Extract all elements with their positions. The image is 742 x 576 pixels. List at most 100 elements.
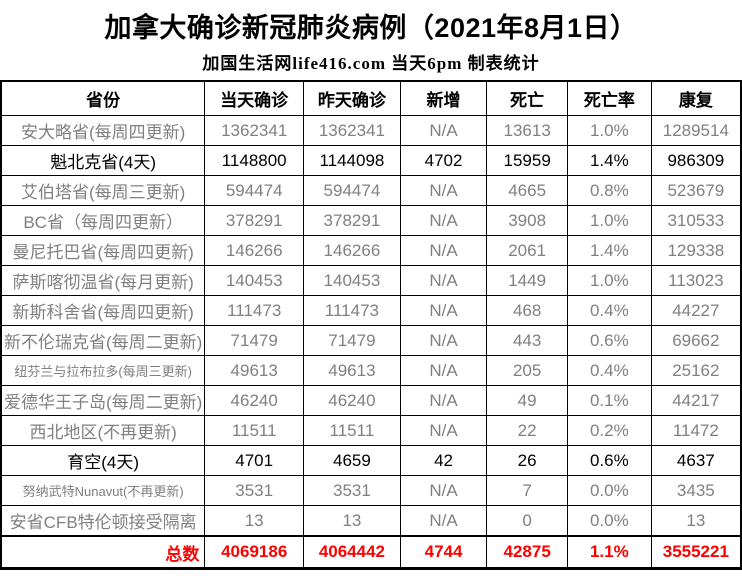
value-cell: 11472 bbox=[650, 415, 742, 446]
value-cell: 468 bbox=[486, 295, 568, 326]
value-cell: 1289514 bbox=[650, 115, 742, 146]
value-cell: 1.4% bbox=[566, 235, 652, 266]
value-cell: 146266 bbox=[204, 235, 305, 266]
value-cell: 3531 bbox=[204, 475, 305, 506]
value-cell: 0.8% bbox=[566, 175, 652, 206]
value-cell: N/A bbox=[399, 355, 488, 386]
value-cell: 13 bbox=[204, 505, 305, 537]
value-cell: 0.6% bbox=[566, 325, 652, 356]
value-cell: 111473 bbox=[204, 295, 305, 326]
province-cell: 爱德华王子岛(每周二更新) bbox=[0, 385, 206, 416]
table-row: 新斯科舍省(每周四更新) 111473 111473 N/A 468 0.4% 44227 bbox=[0, 295, 742, 326]
value-cell: 15959 bbox=[486, 145, 568, 176]
value-cell: 7 bbox=[486, 475, 568, 506]
value-cell: 2061 bbox=[486, 235, 568, 266]
value-cell: N/A bbox=[399, 235, 488, 266]
value-cell: 1144098 bbox=[303, 145, 401, 176]
value-cell: 1.0% bbox=[566, 115, 652, 146]
value-cell: 46240 bbox=[204, 385, 305, 416]
table-row: 纽芬兰与拉布拉多(每周三更新) 49613 49613 N/A 205 0.4% 25162 bbox=[0, 355, 742, 386]
table-row: 安省CFB特伦顿接受隔离 13 13 N/A 0 0.0% 13 bbox=[0, 505, 742, 537]
value-cell: 22 bbox=[486, 415, 568, 446]
table-row: 育空(4天) 4701 4659 42 26 0.6% 4637 bbox=[0, 445, 742, 476]
covid-table: 省份 当天确诊 昨天确诊 新增 死亡 死亡率 康复 安大略省(每周四更新) 136… bbox=[0, 80, 742, 570]
value-cell: 3531 bbox=[303, 475, 401, 506]
value-cell: 44217 bbox=[650, 385, 742, 416]
value-cell: 42 bbox=[399, 445, 488, 476]
value-cell: 44227 bbox=[650, 295, 742, 326]
value-cell: N/A bbox=[399, 385, 488, 416]
value-cell: 1.0% bbox=[566, 205, 652, 236]
table-row: 曼尼托巴省(每周四更新) 146266 146266 N/A 2061 1.4% 12933… bbox=[0, 235, 742, 266]
value-cell: 594474 bbox=[204, 175, 305, 206]
table-row: 新不伦瑞克省(每周二更新) 71479 71479 N/A 443 0.6% 69662 bbox=[0, 325, 742, 356]
value-cell: 594474 bbox=[303, 175, 401, 206]
table-row: 安大略省(每周四更新) 1362341 1362341 N/A 13613 1.0% 128… bbox=[0, 115, 742, 146]
value-cell: 140453 bbox=[303, 265, 401, 296]
value-cell: N/A bbox=[399, 295, 488, 326]
header-cell-new: 新增 bbox=[399, 80, 488, 116]
value-cell: 69662 bbox=[650, 325, 742, 356]
value-cell: 986309 bbox=[650, 145, 742, 176]
value-cell: 1362341 bbox=[303, 115, 401, 146]
value-cell: 71479 bbox=[303, 325, 401, 356]
value-cell: N/A bbox=[399, 265, 488, 296]
value-cell: 13613 bbox=[486, 115, 568, 146]
value-cell: 4665 bbox=[486, 175, 568, 206]
value-cell: 1362341 bbox=[204, 115, 305, 146]
value-cell: 0.1% bbox=[566, 385, 652, 416]
value-cell: 0.6% bbox=[566, 445, 652, 476]
province-cell: 纽芬兰与拉布拉多(每周三更新) bbox=[0, 355, 206, 386]
value-cell: 4659 bbox=[303, 445, 401, 476]
province-cell: 育空(4天) bbox=[0, 445, 206, 476]
value-cell: 205 bbox=[486, 355, 568, 386]
value-cell: N/A bbox=[399, 415, 488, 446]
value-cell: 113023 bbox=[650, 265, 742, 296]
value-cell: N/A bbox=[399, 205, 488, 236]
header-cell-yesterday: 昨天确诊 bbox=[303, 80, 401, 116]
value-cell: N/A bbox=[399, 505, 488, 537]
header-cell-recovered: 康复 bbox=[650, 80, 742, 116]
province-cell: 安省CFB特伦顿接受隔离 bbox=[0, 505, 206, 537]
table-row: BC省（每周四更新） 378291 378291 N/A 3908 1.0% 310533 bbox=[0, 205, 742, 236]
table-row: 西北地区(不再更新) 11511 11511 N/A 22 0.2% 11472 bbox=[0, 415, 742, 446]
value-cell: 146266 bbox=[303, 235, 401, 266]
table-row: 爱德华王子岛(每周二更新) 46240 46240 N/A 49 0.1% 44217 bbox=[0, 385, 742, 416]
value-cell: 11511 bbox=[204, 415, 305, 446]
value-cell: 4702 bbox=[399, 145, 488, 176]
table-header: 省份 当天确诊 昨天确诊 新增 死亡 死亡率 康复 bbox=[0, 80, 742, 116]
province-cell: 西北地区(不再更新) bbox=[0, 415, 206, 446]
value-cell: 49613 bbox=[303, 355, 401, 386]
province-cell: BC省（每周四更新） bbox=[0, 205, 206, 236]
value-cell: 0.4% bbox=[566, 355, 652, 386]
page-subtitle: 加国生活网life416.com 当天6pm 制表统计 bbox=[202, 54, 540, 73]
total-value-cell: 3555221 bbox=[650, 535, 742, 570]
value-cell: 1.0% bbox=[566, 265, 652, 296]
province-cell: 魁北克省(4天) bbox=[0, 145, 206, 176]
value-cell: 1.4% bbox=[566, 145, 652, 176]
value-cell: 46240 bbox=[303, 385, 401, 416]
total-value-cell: 4064442 bbox=[303, 535, 401, 570]
value-cell: 1449 bbox=[486, 265, 568, 296]
total-value-cell: 4744 bbox=[399, 535, 488, 570]
total-value-cell: 42875 bbox=[486, 535, 568, 570]
header-row: 省份 当天确诊 昨天确诊 新增 死亡 死亡率 康复 bbox=[0, 80, 742, 116]
value-cell: 378291 bbox=[204, 205, 305, 236]
province-cell: 努纳武特Nunavut(不再更新) bbox=[0, 475, 206, 506]
table-row: 萨斯喀彻温省(每月更新) 140453 140453 N/A 1449 1.0% 11302… bbox=[0, 265, 742, 296]
page-title: 加拿大确诊新冠肺炎病例（2021年8月1日） bbox=[104, 13, 638, 43]
value-cell: 523679 bbox=[650, 175, 742, 206]
value-cell: 0 bbox=[486, 505, 568, 537]
value-cell: 49613 bbox=[204, 355, 305, 386]
value-cell: 71479 bbox=[204, 325, 305, 356]
value-cell: 4701 bbox=[204, 445, 305, 476]
province-cell: 新斯科舍省(每周四更新) bbox=[0, 295, 206, 326]
total-row: 总数 4069186 4064442 4744 42875 1.1% 3555221 bbox=[0, 535, 742, 570]
value-cell: 1148800 bbox=[204, 145, 305, 176]
value-cell: 13 bbox=[303, 505, 401, 537]
value-cell: 26 bbox=[486, 445, 568, 476]
total-value-cell: 4069186 bbox=[204, 535, 305, 570]
value-cell: 3908 bbox=[486, 205, 568, 236]
province-cell: 曼尼托巴省(每周四更新) bbox=[0, 235, 206, 266]
value-cell: 129338 bbox=[650, 235, 742, 266]
